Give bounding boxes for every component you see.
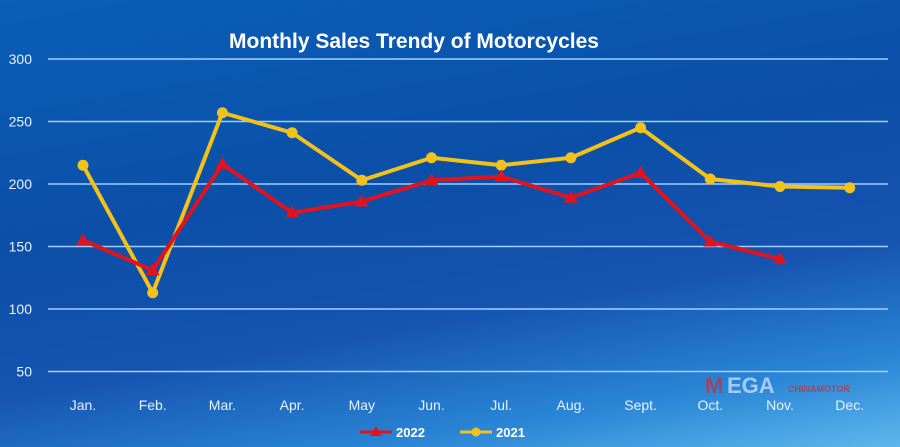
x-tick-label: Oct.	[697, 397, 723, 413]
data-point-2022	[703, 234, 718, 247]
y-tick-label: 300	[9, 51, 33, 67]
data-point-2021	[495, 159, 507, 171]
data-point-2022	[494, 169, 509, 182]
chart-title: Monthly Sales Trendy of Motorcycles	[229, 30, 599, 53]
mega-chinamotor-logo: M EGA CHINAMOTOR	[705, 373, 850, 398]
data-point-2021	[286, 127, 298, 139]
y-tick-label: 250	[9, 114, 33, 130]
legend-label: 2021	[496, 425, 525, 440]
y-tick-label: 150	[9, 239, 33, 255]
legend-label: 2022	[396, 425, 425, 440]
data-point-2022	[285, 205, 300, 218]
x-tick-label: Jun.	[418, 397, 444, 413]
data-point-2021	[147, 287, 159, 299]
y-tick-label: 200	[9, 176, 33, 192]
x-tick-label: Mar.	[209, 397, 236, 413]
data-point-2022	[773, 252, 787, 264]
x-tick-label: Feb.	[139, 397, 167, 413]
x-tick-label: Aug.	[556, 397, 585, 413]
svg-text:CHINAMOTOR: CHINAMOTOR	[788, 384, 850, 394]
data-point-2021	[426, 152, 437, 164]
data-point-2022	[215, 157, 230, 169]
x-tick-label: Jan.	[70, 397, 96, 413]
y-tick-label: 50	[16, 364, 32, 380]
data-point-2022	[424, 173, 439, 186]
svg-text:M: M	[705, 373, 723, 398]
legend-marker-2021	[471, 427, 481, 437]
data-point-2021	[635, 122, 647, 134]
legend-marker-2022	[370, 426, 382, 436]
x-tick-label: Apr.	[280, 397, 305, 413]
x-tick-label: Jul.	[490, 397, 512, 413]
data-point-2022	[563, 190, 578, 203]
data-point-2021	[77, 159, 89, 171]
data-point-2021	[565, 152, 577, 164]
data-point-2022	[633, 165, 648, 178]
data-point-2022	[354, 194, 369, 207]
data-point-2021	[704, 173, 716, 185]
x-tick-label: Sept.	[624, 397, 657, 413]
series-line-2021	[81, 110, 850, 295]
data-point-2021	[844, 182, 856, 194]
svg-text:EGA: EGA	[727, 373, 775, 398]
data-point-2021	[216, 107, 228, 119]
data-point-2021	[356, 174, 368, 186]
x-tick-label: Nov.	[766, 397, 794, 413]
data-point-2021	[774, 181, 786, 192]
data-point-2022	[145, 263, 160, 276]
x-tick-label: Dec.	[835, 397, 864, 413]
data-point-2022	[76, 233, 90, 246]
y-tick-label: 100	[9, 301, 33, 317]
x-tick-label: May	[349, 397, 375, 413]
